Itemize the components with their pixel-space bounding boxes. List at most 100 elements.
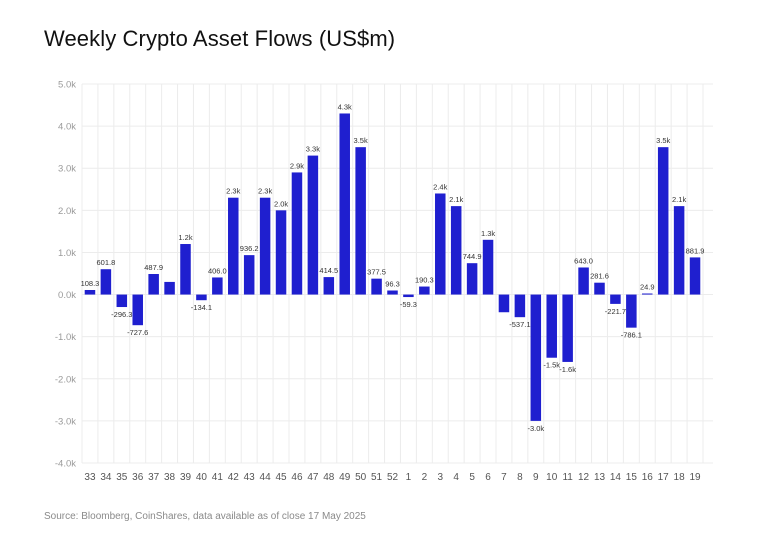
x-tick-label: 52 (387, 472, 399, 483)
y-tick-label: -3.0k (55, 416, 76, 427)
bar (116, 294, 128, 308)
data-label: 1.3k (481, 229, 495, 238)
bar (355, 147, 366, 295)
data-label: 2.1k (449, 195, 463, 204)
x-tick-label: 5 (469, 472, 475, 483)
bar (673, 206, 685, 295)
data-label: 936.2 (240, 244, 259, 253)
bar (466, 263, 478, 295)
bar (196, 294, 207, 301)
bar (546, 294, 557, 358)
data-label: 487.9 (144, 263, 163, 272)
x-tick-label: 35 (116, 472, 128, 483)
x-axis-ticks: 33 34 35 36 37 38 39 40 41 42 43 44 45 46 47 48 49 50 51 52… (84, 472, 701, 483)
x-tick-label: 50 (355, 472, 367, 483)
x-tick-label: 34 (100, 472, 112, 483)
data-label: 3.5k (656, 136, 670, 145)
x-tick-label: 3 (437, 472, 443, 483)
bar (387, 290, 398, 295)
data-label: -59.3 (400, 300, 417, 309)
data-label: -221.7 (605, 307, 626, 316)
y-tick-label: -1.0k (55, 332, 76, 343)
x-tick-label: 15 (626, 472, 638, 483)
bar (482, 239, 494, 295)
data-label: 643.0 (574, 256, 593, 265)
data-label: 601.8 (96, 258, 115, 267)
x-tick-label: 39 (180, 472, 192, 483)
x-tick-label: 6 (485, 472, 491, 483)
data-label: 3.5k (354, 136, 368, 145)
chart-title: Weekly Crypto Asset Flows (US$m) (44, 26, 396, 51)
bar (84, 289, 96, 295)
data-label: 190.3 (415, 276, 434, 285)
bar (403, 294, 414, 298)
bar (450, 206, 462, 295)
data-label: 1.2k (178, 233, 192, 242)
source-note: Source: Bloomberg, CoinShares, data avai… (44, 511, 366, 522)
data-label: 414.5 (319, 266, 338, 275)
x-tick-label: 49 (339, 472, 351, 483)
data-label: 406.0 (208, 266, 227, 275)
bar (626, 294, 637, 328)
data-label: 108.3 (81, 279, 100, 288)
x-tick-label: 16 (642, 472, 654, 483)
data-label: 2.1k (672, 195, 686, 204)
bar (562, 294, 573, 362)
data-label: 281.6 (590, 272, 609, 281)
x-tick-label: 11 (562, 472, 573, 483)
bar (610, 294, 621, 304)
bar (578, 267, 589, 295)
bar (498, 294, 510, 313)
bar (371, 278, 382, 295)
x-tick-label: 45 (275, 472, 287, 483)
x-tick-label: 51 (371, 472, 383, 483)
data-label: 4.3k (338, 102, 352, 111)
data-label: -786.1 (621, 331, 642, 340)
bar (419, 286, 430, 295)
data-label: -727.6 (127, 328, 148, 337)
grid-layer (81, 83, 713, 464)
data-label: 881.9 (686, 246, 705, 255)
x-tick-label: 14 (610, 472, 622, 483)
x-tick-label: 10 (546, 472, 558, 483)
data-label: -134.1 (191, 303, 212, 312)
data-label: 24.9 (640, 283, 655, 292)
data-label: 2.4k (433, 182, 447, 191)
x-tick-label: 36 (132, 472, 144, 483)
x-tick-label: 1 (406, 472, 412, 483)
bar (259, 197, 271, 295)
data-label: -1.5k (543, 361, 560, 370)
bar (689, 257, 701, 295)
bar (164, 281, 175, 295)
x-tick-label: 40 (196, 472, 208, 483)
bar (132, 294, 143, 326)
bar (642, 293, 653, 295)
data-labels: 108.3 601.8 -296.3 -727.6 487.9 1.2k -134.1 406… (81, 102, 705, 432)
x-tick-label: 48 (323, 472, 335, 483)
data-label: 744.9 (463, 252, 482, 261)
x-tick-label: 47 (307, 472, 319, 483)
y-tick-label: -2.0k (55, 374, 76, 385)
bar (275, 210, 287, 295)
bars (84, 113, 701, 421)
x-tick-label: 9 (533, 472, 539, 483)
data-label: 2.0k (274, 199, 288, 208)
bar (212, 277, 223, 295)
bar (657, 147, 669, 295)
x-tick-label: 8 (517, 472, 523, 483)
data-label: -3.0k (527, 424, 544, 433)
x-tick-label: 38 (164, 472, 176, 483)
bar (228, 197, 239, 295)
x-tick-label: 13 (594, 472, 606, 483)
x-tick-label: 37 (148, 472, 160, 483)
bar (435, 193, 446, 295)
x-tick-label: 33 (84, 472, 96, 483)
y-axis-ticks: -4.0k -3.0k -2.0k -1.0k 0.0k 1.0k 2.0k 3.0k 4.0k… (55, 80, 76, 470)
x-tick-label: 19 (689, 472, 701, 483)
x-tick-label: 41 (212, 472, 224, 483)
bar (291, 172, 303, 295)
data-label: 96.3 (385, 280, 400, 289)
data-label: -296.3 (111, 310, 132, 319)
